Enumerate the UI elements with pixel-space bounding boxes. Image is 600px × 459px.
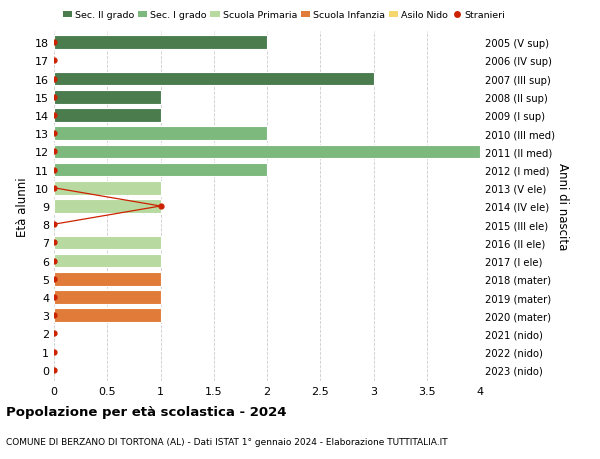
Bar [54,109,161,123]
Y-axis label: Età alunni: Età alunni [16,177,29,236]
Text: COMUNE DI BERZANO DI TORTONA (AL) - Dati ISTAT 1° gennaio 2024 - Elaborazione TU: COMUNE DI BERZANO DI TORTONA (AL) - Dati… [6,437,448,446]
Bar [54,36,267,50]
Bar [54,291,161,304]
Bar [54,309,161,322]
Bar [54,163,267,177]
Text: Popolazione per età scolastica - 2024: Popolazione per età scolastica - 2024 [6,405,287,419]
Bar [54,145,480,159]
Legend: Sec. II grado, Sec. I grado, Scuola Primaria, Scuola Infanzia, Asilo Nido, Stran: Sec. II grado, Sec. I grado, Scuola Prim… [59,7,509,24]
Bar [54,127,267,141]
Y-axis label: Anni di nascita: Anni di nascita [556,163,569,250]
Bar [54,272,161,286]
Bar [54,254,161,268]
Bar [54,236,161,250]
Bar [54,200,161,213]
Bar [54,73,373,86]
Bar [54,182,161,195]
Bar [54,91,161,104]
